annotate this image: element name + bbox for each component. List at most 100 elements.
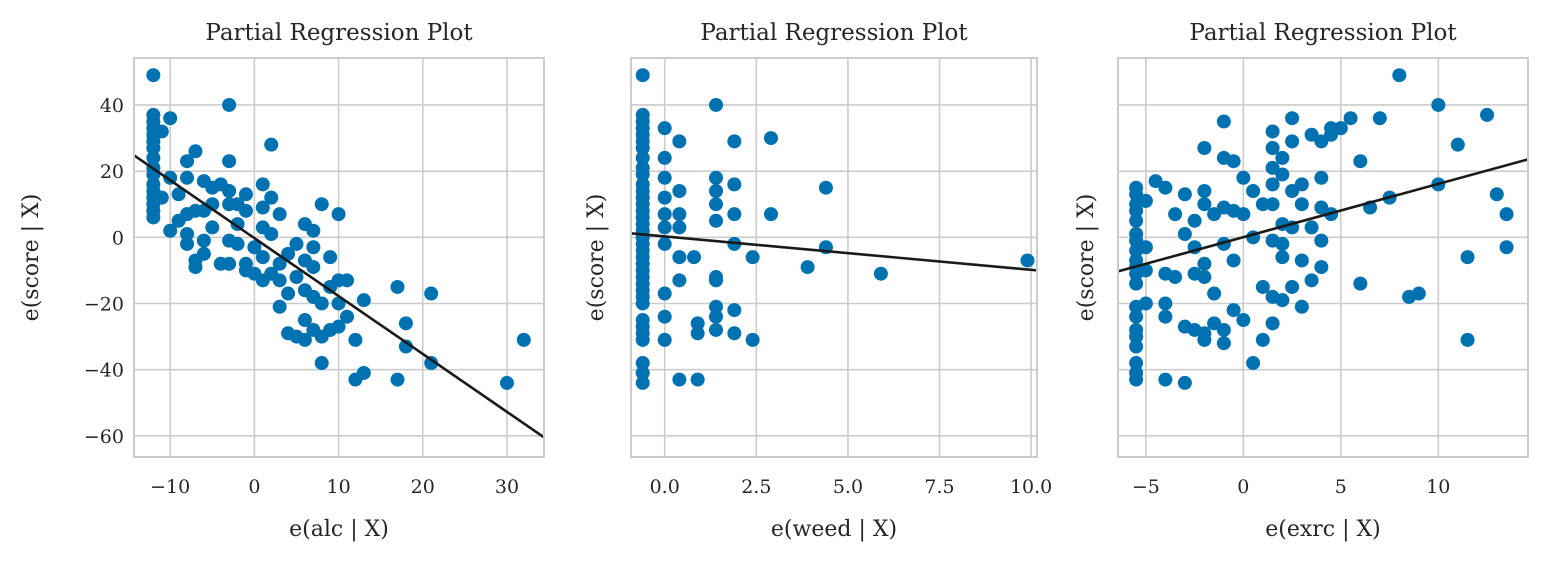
- data-point: [424, 286, 439, 301]
- data-point: [154, 124, 169, 139]
- data-point: [1285, 134, 1300, 149]
- data-point: [255, 177, 270, 192]
- data-point: [205, 220, 220, 235]
- data-point: [709, 273, 724, 288]
- data-point: [1226, 253, 1241, 268]
- data-point: [1333, 121, 1348, 136]
- axes-frame: [630, 57, 1038, 458]
- data-point: [1138, 263, 1153, 278]
- data-point: [1197, 140, 1212, 155]
- data-point: [238, 203, 253, 218]
- data-point: [672, 273, 687, 288]
- data-point: [1158, 372, 1173, 387]
- data-point: [690, 316, 705, 331]
- data-point: [196, 233, 211, 248]
- y-axis-label: e(score | X): [584, 194, 609, 322]
- axes-frame: [133, 57, 545, 458]
- data-point: [154, 190, 169, 205]
- data-point: [657, 332, 672, 347]
- x-tick-label: 5.0: [833, 476, 863, 498]
- data-point: [1168, 207, 1183, 222]
- data-point: [657, 286, 672, 301]
- plot-area: [1118, 68, 1528, 390]
- data-point: [1275, 167, 1290, 182]
- data-point: [657, 220, 672, 235]
- data-point: [1246, 356, 1261, 371]
- data-point: [709, 170, 724, 185]
- data-point: [1275, 250, 1290, 265]
- axes-frame: [1117, 57, 1529, 458]
- data-point: [255, 200, 270, 215]
- data-point: [272, 256, 287, 271]
- x-tick-label: 0: [248, 476, 260, 498]
- data-point: [1275, 150, 1290, 165]
- data-point: [1372, 111, 1387, 126]
- data-point: [272, 207, 287, 222]
- subplot-title: Partial Regression Plot: [205, 20, 473, 46]
- data-point: [657, 236, 672, 251]
- data-point: [1177, 375, 1192, 390]
- data-point: [1353, 276, 1368, 291]
- subplot-1: −10 0 10 20 30 40 20 0 −20 −40 −60 Partial Regressi…: [19, 20, 545, 542]
- data-point: [1168, 270, 1183, 285]
- data-point: [272, 299, 287, 314]
- data-point: [1216, 336, 1231, 351]
- data-point: [390, 279, 405, 294]
- data-point: [264, 137, 279, 152]
- x-tick-label: 30: [495, 476, 519, 498]
- data-point: [800, 260, 815, 275]
- data-point: [222, 256, 237, 271]
- data-point: [1304, 273, 1319, 288]
- data-point: [348, 332, 363, 347]
- data-point: [1197, 256, 1212, 271]
- data-point: [1158, 296, 1173, 311]
- data-point: [1129, 372, 1144, 387]
- data-point: [1460, 332, 1475, 347]
- plot-area: [134, 68, 544, 439]
- x-tick-label: 10: [1426, 476, 1450, 498]
- data-point: [1294, 197, 1309, 212]
- x-tick-label: 0: [1237, 476, 1249, 498]
- data-point: [1197, 197, 1212, 212]
- x-tick-label: 5: [1335, 476, 1347, 498]
- data-point: [1216, 322, 1231, 337]
- data-point: [709, 322, 724, 337]
- data-point: [1236, 313, 1251, 328]
- data-point: [281, 286, 296, 301]
- data-point: [657, 150, 672, 165]
- regression-line: [1118, 158, 1528, 273]
- data-point: [1460, 250, 1475, 265]
- data-point: [1138, 193, 1153, 208]
- data-point: [398, 316, 413, 331]
- data-point: [635, 68, 650, 83]
- data-point: [763, 207, 778, 222]
- data-point: [264, 190, 279, 205]
- data-point: [672, 184, 687, 198]
- data-point: [146, 210, 161, 225]
- data-point: [657, 207, 672, 222]
- data-point: [222, 184, 237, 198]
- data-point: [306, 223, 321, 238]
- data-point: [1314, 233, 1329, 248]
- data-point: [289, 236, 304, 251]
- data-point: [818, 180, 833, 195]
- data-point: [672, 207, 687, 222]
- data-point: [727, 303, 742, 318]
- data-point: [1129, 309, 1144, 324]
- data-point: [1177, 187, 1192, 202]
- data-point: [635, 356, 650, 371]
- x-axis-label: e(weed | X): [771, 517, 897, 542]
- data-point: [1236, 207, 1251, 222]
- data-point: [1187, 213, 1202, 228]
- data-point: [188, 144, 203, 159]
- data-point: [180, 154, 195, 169]
- y-tick-label: 40: [100, 95, 124, 117]
- data-point: [424, 356, 439, 371]
- data-point: [1158, 309, 1173, 324]
- data-point: [306, 240, 321, 255]
- data-point: [297, 313, 312, 328]
- data-point: [1431, 97, 1446, 112]
- y-axis-label: e(score | X): [1074, 194, 1099, 322]
- data-point: [1246, 184, 1261, 198]
